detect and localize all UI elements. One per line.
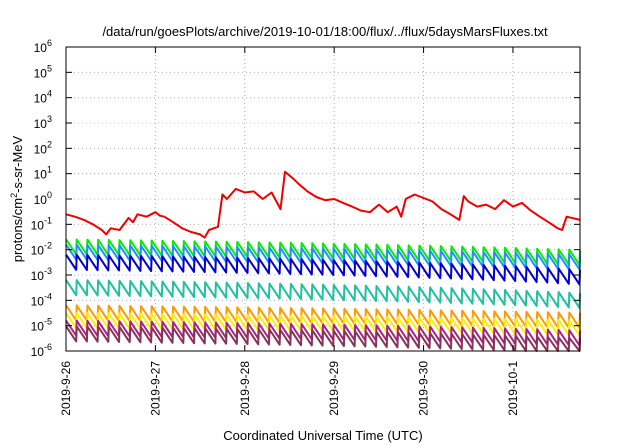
y-axis-label-base: protons/cm	[10, 198, 25, 262]
y-tick-exp: -1	[44, 215, 52, 225]
y-tick-label: 101	[34, 165, 52, 182]
y-tick-label: 10-1	[31, 215, 52, 232]
y-tick-label: 10-2	[31, 241, 52, 258]
series-line	[65, 170, 581, 239]
y-tick-label: 102	[34, 139, 52, 156]
y-tick-exp: 6	[47, 38, 52, 48]
y-tick-exp: 2	[47, 139, 52, 149]
y-tick-base: 10	[34, 92, 48, 106]
y-tick-base: 10	[34, 142, 48, 156]
y-tick-label: 103	[34, 114, 52, 131]
y-tick-exp: -5	[44, 317, 52, 327]
x-tick-label: 2019-9-27	[148, 361, 162, 416]
y-tick-base: 10	[31, 320, 45, 334]
y-tick-exp: -6	[44, 342, 52, 352]
x-tick-label: 2019-9-28	[238, 361, 252, 416]
y-tick-label: 104	[34, 89, 52, 106]
y-tick-exp: -2	[44, 241, 52, 251]
y-tick-exp: -3	[44, 266, 52, 276]
series-line	[65, 304, 581, 329]
x-tick-label: 2019-9-30	[417, 361, 431, 416]
x-axis-label: Coordinated Universal Time (UTC)	[223, 428, 422, 443]
series-line	[65, 312, 581, 337]
y-tick-exp: -4	[44, 291, 52, 301]
series-line	[65, 238, 581, 266]
y-tick-label: 10-5	[31, 317, 52, 334]
x-tick-label: 2019-9-29	[327, 361, 341, 416]
y-tick-base: 10	[34, 66, 48, 80]
y-tick-label: 10-6	[31, 342, 52, 359]
y-tick-base: 10	[31, 269, 45, 283]
y-tick-base: 10	[31, 218, 45, 232]
y-tick-label: 100	[34, 190, 52, 207]
y-tick-label: 105	[34, 63, 52, 80]
y-tick-exp: 0	[47, 190, 52, 200]
y-tick-exp: 1	[47, 165, 52, 175]
y-tick-label: 10-4	[31, 291, 52, 308]
x-axis: 2019-9-26 2019-9-27 2019-9-28 2019-9-29 2019…	[59, 47, 520, 416]
y-tick-exp: 4	[47, 89, 52, 99]
y-tick-exp: 3	[47, 114, 52, 124]
y-tick-base: 10	[31, 244, 45, 258]
series-line	[65, 319, 581, 347]
y-axis-label-rest: -s-sr-MeV	[10, 135, 25, 192]
y-tick-base: 10	[34, 41, 48, 55]
x-tick-label: 2019-10-1	[506, 361, 520, 416]
y-axis: 10-610-510-410-310-210-11001011021031041…	[31, 38, 580, 359]
y-axis-label-sup: 2	[9, 193, 19, 198]
series-line	[65, 279, 581, 309]
y-tick-base: 10	[31, 294, 45, 308]
y-tick-base: 10	[34, 117, 48, 131]
y-tick-base: 10	[31, 345, 45, 359]
y-tick-base: 10	[34, 193, 48, 207]
y-tick-label: 106	[34, 38, 52, 55]
series-line	[65, 243, 581, 271]
series-line	[65, 253, 581, 286]
y-tick-label: 10-3	[31, 266, 52, 283]
series-line	[65, 325, 581, 352]
y-tick-base: 10	[34, 168, 48, 182]
y-tick-exp: 5	[47, 63, 52, 73]
chart-title: /data/run/goesPlots/archive/2019-10-01/1…	[102, 24, 548, 39]
series-group	[65, 170, 581, 352]
x-tick-label: 2019-9-26	[59, 361, 73, 416]
y-axis-label: protons/cm2-s-sr-MeV	[9, 135, 25, 262]
